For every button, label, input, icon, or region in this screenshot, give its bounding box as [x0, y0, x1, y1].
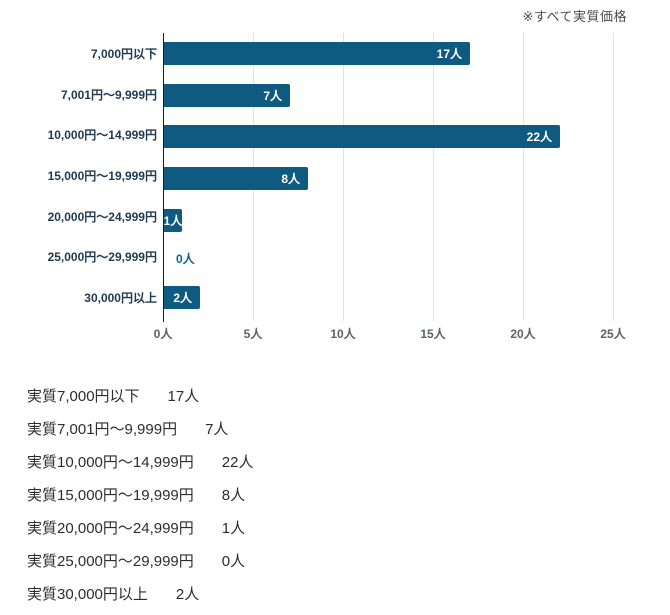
category-label: 20,000円〜24,999円 — [47, 209, 157, 224]
bar-value-label: 22人 — [526, 130, 552, 145]
list-row-count: 0人 — [221, 553, 246, 570]
list-row-label: 実質20,000円〜24,999円 — [27, 520, 194, 537]
list-row: 実質25,000円〜29,999円 0人 — [27, 544, 253, 577]
x-axis-tick-label: 25人 — [600, 327, 626, 341]
category-label: 25,000円〜29,999円 — [47, 250, 157, 265]
gridline — [433, 33, 434, 321]
bar-value-label: 0人 — [176, 252, 195, 267]
bar-value-label: 2人 — [173, 290, 192, 305]
bar-value-label: 8人 — [281, 172, 300, 187]
list-row: 実質15,000円〜19,999円 8人 — [27, 478, 253, 511]
x-axis-tick-label: 10人 — [330, 327, 356, 341]
list-row-label: 実質30,000円以上 — [27, 586, 148, 603]
category-label: 7,000円以下 — [90, 46, 157, 61]
list-row-count: 1人 — [221, 520, 246, 537]
bar-row: 22人 — [164, 116, 623, 158]
x-axis-tick-label: 5人 — [243, 327, 263, 341]
plot-area: 17人 7人 22人 8人 1人 0人 2人 — [163, 33, 623, 322]
x-axis-tick-label: 15人 — [420, 327, 446, 341]
bar-rows: 17人 7人 22人 8人 1人 0人 2人 — [164, 33, 623, 318]
bar: 22人 — [164, 125, 560, 149]
list-row-count: 22人 — [221, 454, 254, 471]
list-row-count: 17人 — [167, 388, 200, 405]
bar-value-label: 7人 — [263, 88, 282, 103]
gridline — [613, 33, 614, 321]
bar: 8人 — [164, 167, 308, 191]
bar-row: 7人 — [164, 75, 623, 117]
list-row: 実質10,000円〜14,999円 22人 — [27, 445, 253, 478]
category-label: 15,000円〜19,999円 — [47, 169, 157, 184]
list-row-label: 実質10,000円〜14,999円 — [27, 454, 194, 471]
list-row-count: 7人 — [205, 421, 229, 438]
bar-value-label: 1人 — [163, 213, 183, 228]
bar-row: 1人 — [164, 199, 623, 241]
list-row-count: 2人 — [175, 586, 200, 603]
list-row: 実質7,000円以下 17人 — [27, 379, 253, 412]
list-row-count: 8人 — [221, 487, 246, 504]
summary-list: 実質7,000円以下 17人 実質7,001円〜9,999円 7人 実質10,000円〜… — [27, 379, 253, 610]
category-label: 7,001円〜9,999円 — [60, 87, 157, 102]
list-row-label: 実質7,001円〜9,999円 — [27, 421, 178, 438]
bar: 7人 — [164, 83, 290, 107]
bar-chart: 7,000円以下 7,001円〜9,999円 10,000円〜14,999円 15,0… — [0, 33, 670, 343]
bar-row: 8人 — [164, 158, 623, 200]
price-note: ※すべて実質価格 — [522, 9, 627, 24]
category-axis: 7,000円以下 7,001円〜9,999円 10,000円〜14,999円 15,0… — [0, 33, 157, 318]
list-row-label: 実質7,000円以下 — [27, 388, 140, 405]
bar-row: 17人 — [164, 33, 623, 75]
list-row: 実質20,000円〜24,999円 1人 — [27, 511, 253, 544]
list-row: 実質7,001円〜9,999円 7人 — [27, 412, 253, 445]
bar-value-label: 17人 — [436, 47, 462, 62]
x-axis-tick-label: 20人 — [510, 327, 536, 341]
list-row: 実質30,000円以上 2人 — [27, 577, 253, 610]
bar: 2人 — [164, 285, 200, 309]
bar-row: 0人 — [164, 241, 623, 277]
list-row-label: 実質15,000円〜19,999円 — [27, 487, 194, 504]
x-axis-tick-label: 0人 — [153, 327, 173, 341]
bar: 17人 — [164, 42, 470, 66]
gridline — [523, 33, 524, 321]
bar-row: 2人 — [164, 276, 623, 318]
category-label: 10,000円〜14,999円 — [47, 128, 157, 143]
gridline — [343, 33, 344, 321]
y-axis-line — [163, 33, 164, 322]
list-row-label: 実質25,000円〜29,999円 — [27, 553, 194, 570]
category-label: 30,000円以上 — [84, 291, 157, 306]
bar: 1人 — [163, 208, 183, 232]
x-axis-tick-labels: 0人 5人 10人 15人 20人 25人 — [154, 325, 626, 341]
